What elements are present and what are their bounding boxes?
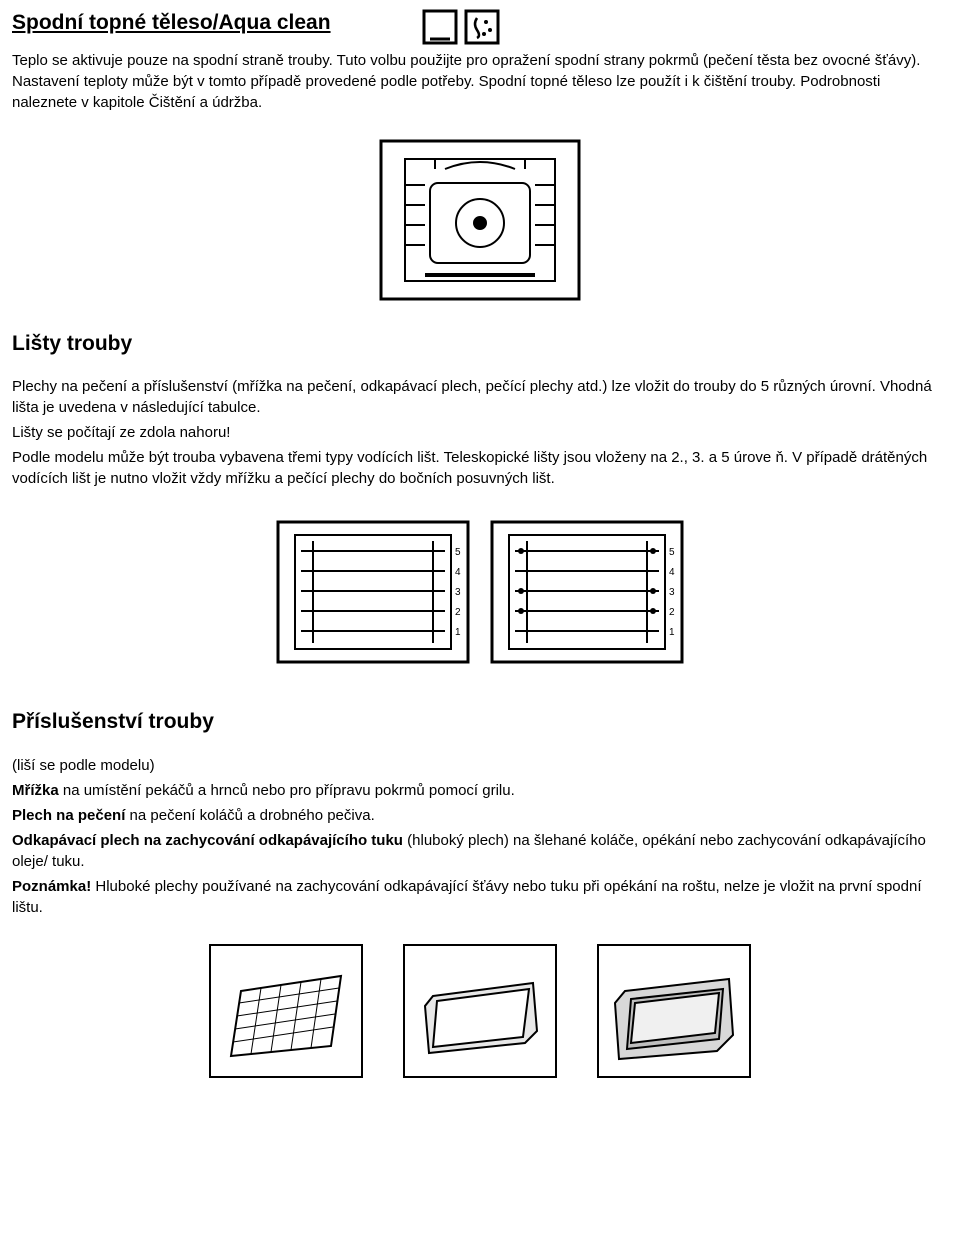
accessory-row [12, 944, 948, 1078]
section2-body3: Podle modelu může být trouba vybavena tř… [12, 447, 948, 489]
accessory-grid [209, 944, 363, 1078]
accessory-tray-deep [597, 944, 751, 1078]
section3-line3-bold: Plech na pečení [12, 807, 125, 824]
svg-text:5: 5 [669, 547, 675, 558]
section3-line1: (liší se podle modelu) [12, 755, 948, 776]
section2-body1: Plechy na pečení a příslušenství (mřížka… [12, 376, 948, 418]
svg-text:1: 1 [669, 627, 675, 638]
section3-line5: Poznámka! Hluboké plechy používané na za… [12, 876, 948, 918]
section3-line4-bold: Odkapávací plech na zachycování odkapáva… [12, 832, 403, 849]
section3-line3: Plech na pečení na pečení koláčů a drobn… [12, 805, 948, 826]
svg-text:2: 2 [669, 607, 675, 618]
rail-figure-wire: 5 4 3 2 1 [273, 517, 473, 667]
svg-text:3: 3 [455, 587, 461, 598]
section3-line5-bold: Poznámka! [12, 878, 91, 895]
svg-text:1: 1 [455, 627, 461, 638]
section2-title: Lišty trouby [12, 329, 948, 358]
section3-line3-rest: na pečení koláčů a drobného pečiva. [125, 807, 374, 824]
section2-body2: Lišty se počítají ze zdola nahoru! [12, 422, 948, 443]
svg-text:2: 2 [455, 607, 461, 618]
section3-line2-bold: Mřížka [12, 782, 59, 799]
svg-text:4: 4 [669, 567, 675, 578]
rail-figures: 5 4 3 2 1 5 4 3 2 1 [12, 517, 948, 667]
section3-title: Příslušenství trouby [12, 707, 948, 736]
section3-line4: Odkapávací plech na zachycování odkapáva… [12, 830, 948, 872]
section3-line2-rest: na umístění pekáčů a hrnců nebo pro příp… [59, 782, 515, 799]
svg-text:5: 5 [455, 547, 461, 558]
section1-body: Teplo se aktivuje pouze na spodní straně… [12, 50, 948, 113]
bottom-heat-icon [421, 8, 459, 46]
svg-text:3: 3 [669, 587, 675, 598]
oven-interior-figure [12, 135, 948, 305]
section3-line2: Mřížka na umístění pekáčů a hrnců nebo p… [12, 780, 948, 801]
accessory-tray-shallow [403, 944, 557, 1078]
section1-header: Spodní topné těleso/Aqua clean [12, 8, 948, 46]
mode-icons [421, 8, 501, 46]
section1-title: Spodní topné těleso/Aqua clean [12, 8, 331, 37]
aqua-clean-icon [463, 8, 501, 46]
svg-text:4: 4 [455, 567, 461, 578]
rail-figure-telescopic: 5 4 3 2 1 [487, 517, 687, 667]
section3-line5-rest: Hluboké plechy používané na zachycování … [12, 878, 922, 916]
